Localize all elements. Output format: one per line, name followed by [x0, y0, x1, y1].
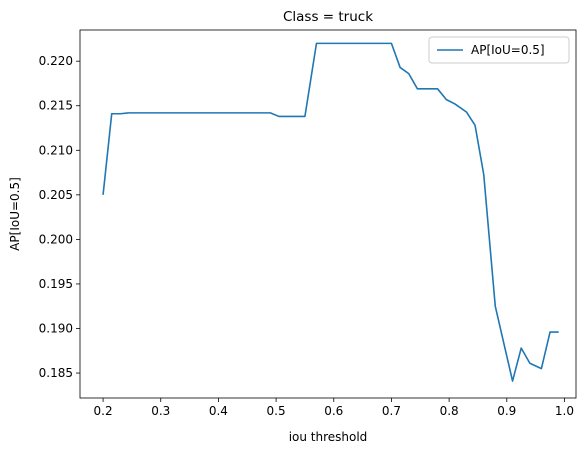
x-tick-label: 0.2 [94, 404, 113, 418]
y-tick-label: 0.210 [39, 143, 73, 157]
x-tick-label: 0.9 [497, 404, 516, 418]
y-tick-label: 0.220 [39, 54, 73, 68]
x-tick-label: 1.0 [555, 404, 574, 418]
y-tick-label: 0.215 [39, 99, 73, 113]
y-axis-label: AP[IoU=0.5] [8, 177, 22, 251]
x-tick-label: 0.7 [382, 404, 401, 418]
plot-frame [79, 29, 577, 399]
chart-title: Class = truck [283, 9, 373, 25]
y-tick-label: 0.190 [39, 321, 73, 335]
y-tick-label: 0.185 [39, 366, 73, 380]
legend-label: AP[IoU=0.5] [471, 43, 545, 57]
series-line [102, 42, 559, 382]
x-tick-label: 0.4 [209, 404, 228, 418]
x-tick-label: 0.6 [324, 404, 343, 418]
x-tick-label: 0.5 [267, 404, 286, 418]
y-tick-label: 0.195 [39, 277, 73, 291]
y-tick-label: 0.205 [39, 188, 73, 202]
series-layer [102, 42, 559, 382]
plot-area [79, 29, 577, 399]
x-axis: 0.2 0.3 0.4 0.5 0.6 0.7 0.8 0.9 1.0 [94, 398, 574, 418]
y-axis: 0.185 0.190 0.195 0.200 0.205 0.210 0.215 0.220 [39, 54, 80, 380]
x-tick-label: 0.3 [151, 404, 170, 418]
legend-box [428, 36, 570, 64]
legend: AP[IoU=0.5] [428, 36, 570, 64]
x-tick-label: 0.8 [440, 404, 459, 418]
x-axis-label: iou threshold [289, 430, 368, 444]
y-tick-label: 0.200 [39, 232, 73, 246]
